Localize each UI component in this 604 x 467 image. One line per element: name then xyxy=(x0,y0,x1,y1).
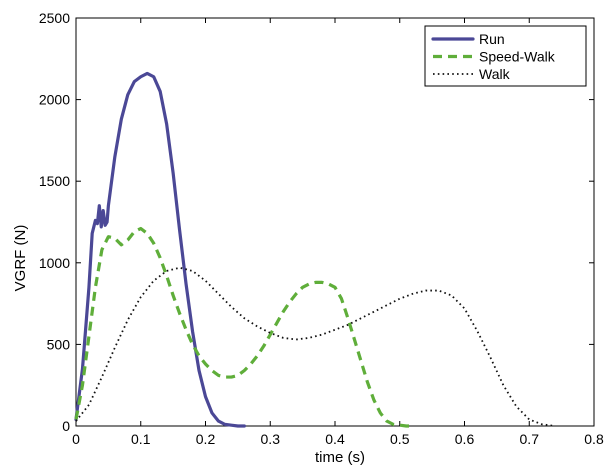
x-tick-label: 0.6 xyxy=(455,431,475,447)
y-tick-label: 2000 xyxy=(39,92,70,108)
y-tick-label: 0 xyxy=(62,418,70,434)
y-axis-label: VGRF (N) xyxy=(12,225,29,292)
legend-label: Speed-Walk xyxy=(479,49,556,65)
y-tick-label: 500 xyxy=(47,336,71,352)
y-tick-label: 1000 xyxy=(39,255,70,271)
x-tick-label: 0.8 xyxy=(584,431,604,447)
y-tick-label: 2500 xyxy=(39,10,70,26)
x-tick-label: 0.4 xyxy=(325,431,345,447)
x-tick-label: 0.2 xyxy=(196,431,216,447)
x-tick-label: 0.1 xyxy=(131,431,151,447)
y-axis: 0 500 1000 1500 2000 2500 xyxy=(39,10,594,434)
legend-label: Run xyxy=(479,31,505,47)
x-tick-label: 0.5 xyxy=(390,431,410,447)
y-tick-label: 1500 xyxy=(39,173,70,189)
series-line-run xyxy=(74,71,246,428)
series-layer xyxy=(74,71,556,428)
series-line-walk xyxy=(75,266,556,427)
x-axis-label: time (s) xyxy=(315,449,365,466)
x-tick-label: 0.3 xyxy=(261,431,281,447)
x-tick-label: 0 xyxy=(72,431,80,447)
x-tick-label: 0.7 xyxy=(520,431,540,447)
series-line-speed-walk xyxy=(74,226,413,428)
legend-label: Walk xyxy=(479,66,511,82)
x-axis: 0 0.1 0.2 0.3 0.4 0.5 0.6 0.7 0.8 xyxy=(72,18,604,447)
